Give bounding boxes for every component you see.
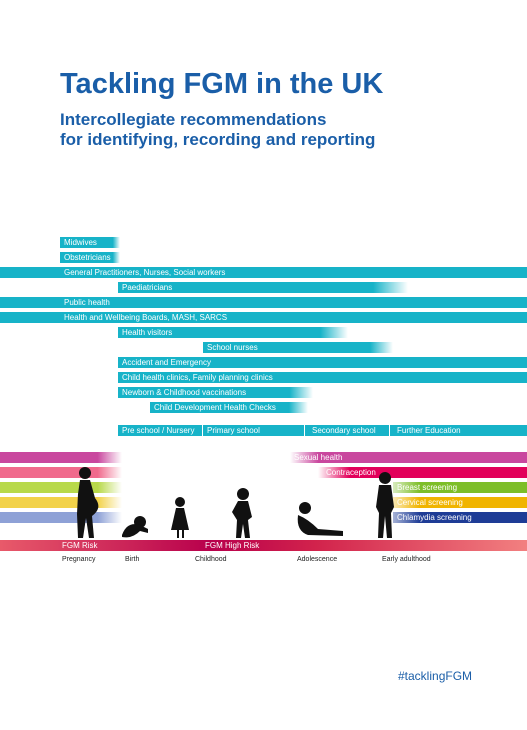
service-bar: Accident and Emergency <box>118 357 527 368</box>
bar-left <box>0 512 122 523</box>
service-bar: Health visitors <box>118 327 348 338</box>
stage-label: Early adulthood <box>382 556 431 563</box>
stage-label: Pregnancy <box>62 556 96 563</box>
service-bar: Public health <box>0 297 527 308</box>
bar-left <box>0 497 122 508</box>
screening-bar: Breast screening <box>393 482 527 493</box>
service-bar: School nurses <box>203 342 393 353</box>
service-bar: Obstetricians <box>60 252 120 263</box>
silhouettes <box>77 467 394 538</box>
service-bar: General Practitioners, Nurses, Social wo… <box>0 267 527 278</box>
education-bar: Secondary school <box>305 425 390 436</box>
service-bar: Health and Wellbeing Boards, MASH, SARCS <box>0 312 527 323</box>
service-bar: Child health clinics, Family planning cl… <box>118 372 527 383</box>
education-bar: Primary school <box>203 425 305 436</box>
education-bar: Pre school / Nursery <box>118 425 203 436</box>
bar-left <box>0 452 122 463</box>
screening-bar: Chlamydia screening <box>393 512 527 523</box>
screening-bar: Sexual health <box>290 452 527 463</box>
subtitle-line: Intercollegiate recommendations <box>60 110 327 129</box>
stage-label: Adolescence <box>297 556 338 563</box>
stage-label: Birth <box>125 556 140 563</box>
risk-label: FGM Risk <box>62 541 98 550</box>
screening-bar: Cervical screening <box>393 497 527 508</box>
title: Tackling FGM in the UK <box>60 68 384 100</box>
bar-left <box>0 467 122 478</box>
subtitle: Intercollegiate recommendations for iden… <box>60 110 375 150</box>
hashtag: #tacklingFGM <box>398 669 473 683</box>
screening-bar: Contraception <box>318 467 527 478</box>
service-bar: Midwives <box>60 237 120 248</box>
service-bar: Paediatricians <box>118 282 408 293</box>
service-bar: Newborn & Childhood vaccinations <box>118 387 313 398</box>
bar-left <box>0 482 122 493</box>
subtitle-line: for identifying, recording and reporting <box>60 130 376 149</box>
education-bar: Further Education <box>390 425 527 436</box>
service-bar: Child Development Health Checks <box>150 402 308 413</box>
stage-label: Childhood <box>195 556 227 563</box>
risk-label: FGM High Risk <box>205 541 260 550</box>
risk-bar: FGM Risk FGM High Risk <box>0 540 527 551</box>
